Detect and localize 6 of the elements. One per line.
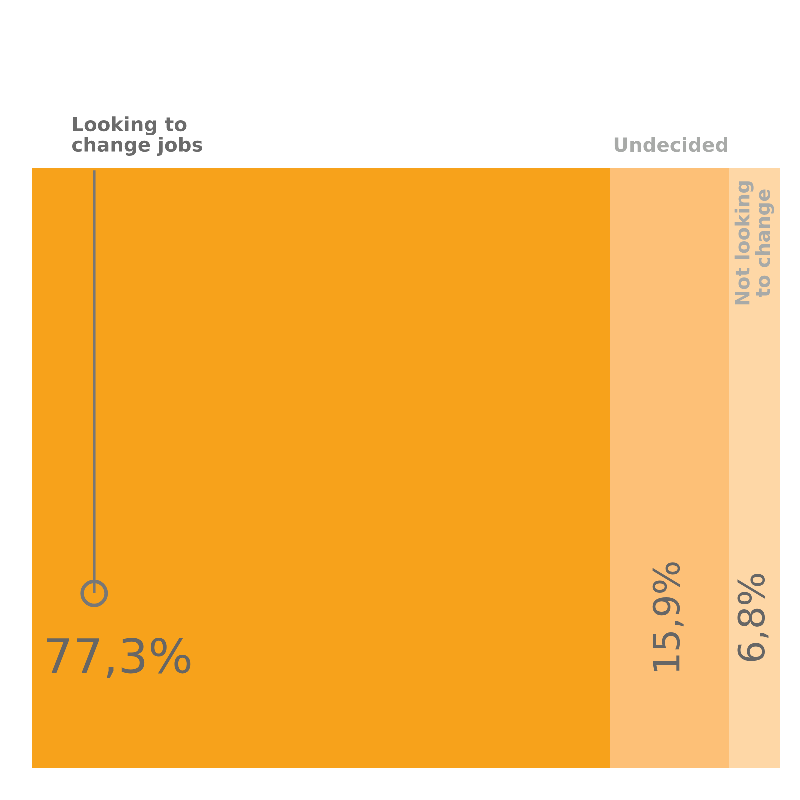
data-label: 77,3% [47,638,191,679]
series-label: Undecided [614,137,728,152]
data-label: 15,9% [652,562,684,672]
data-label: 6,8% [738,574,769,662]
series-label: Not looking to change [734,182,774,305]
series-label: Looking to change jobs [72,116,202,156]
